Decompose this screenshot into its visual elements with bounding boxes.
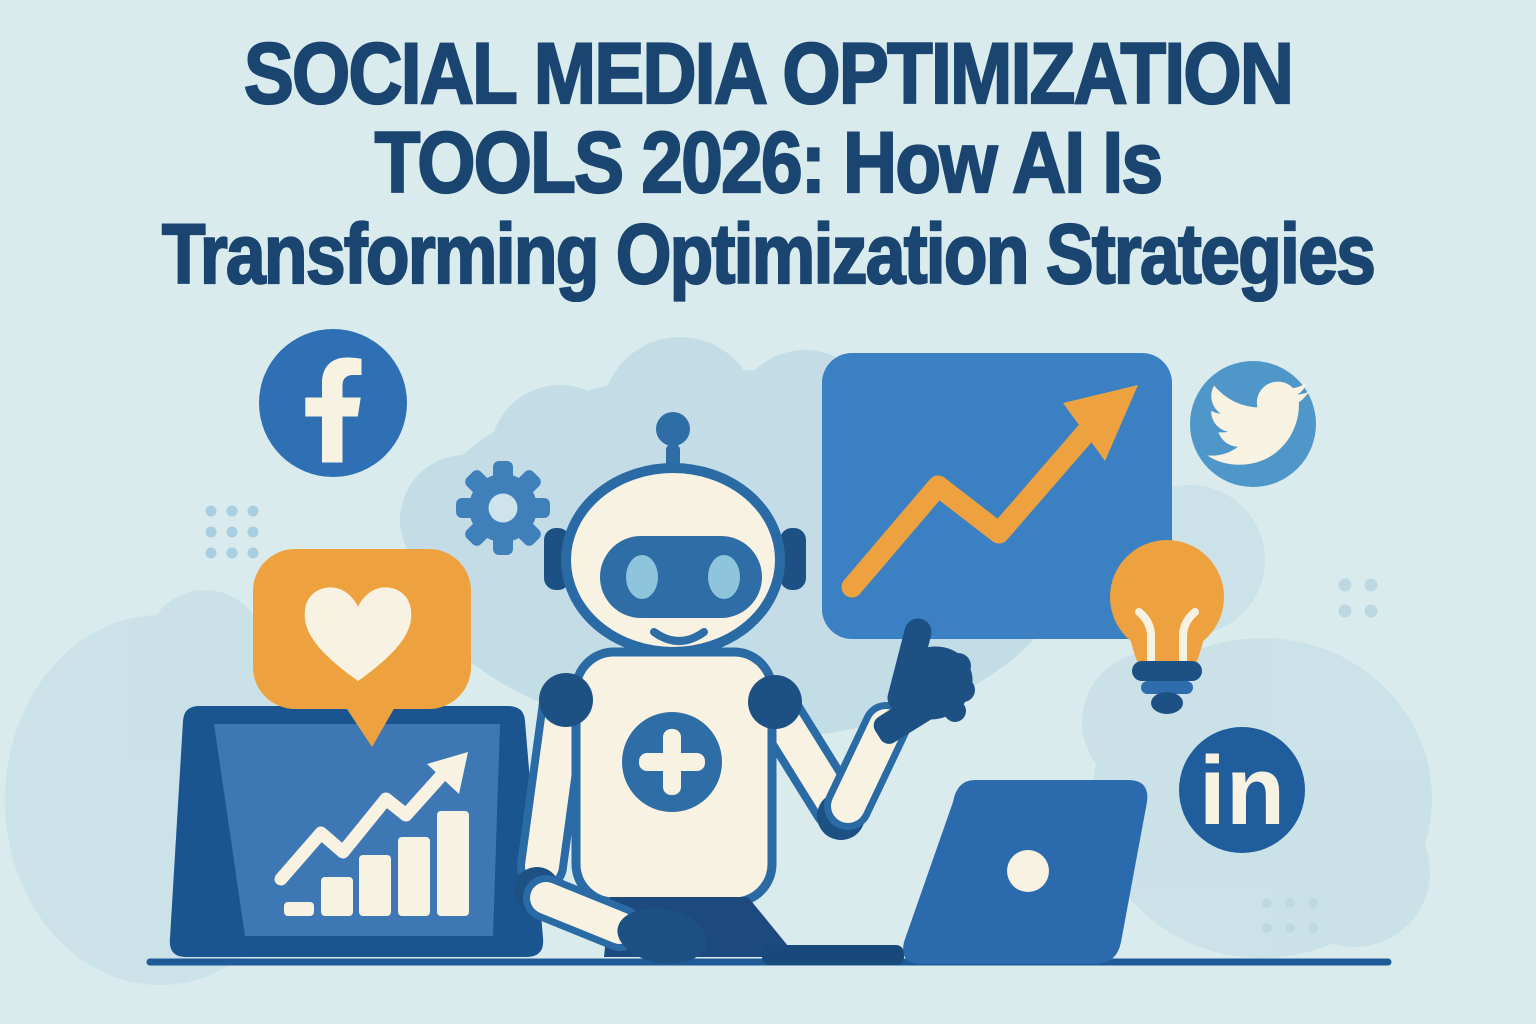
page-title: SOCIAL MEDIA OPTIMIZATION TOOLS 2026: Ho… [0,26,1536,301]
linkedin-glyph: in [1199,736,1285,845]
linkedin-icon: in [1179,727,1305,853]
bar-chart-icon [284,811,469,916]
robot-hand-left [617,908,707,964]
growth-arrow-icon [841,417,1101,598]
heart-like-bubble [253,549,471,747]
laptop-bar-chart [169,706,544,957]
dot-grid-right [1338,578,1378,618]
robot-index-finger [887,618,932,712]
laptop-icon [762,780,1148,965]
robot-ear-right [780,528,806,590]
twitter-icon [1190,361,1316,487]
dot-grid-bottom-right [1262,898,1318,933]
title-line-2: TOOLS 2026: How AI Is [374,115,1164,211]
growth-chart-panel [822,353,1172,639]
heart-icon [304,587,412,681]
robot-eye-left [626,555,658,599]
robot-eye-right [708,555,740,599]
robot-shoulder-right [748,675,802,729]
title-line-1: SOCIAL MEDIA OPTIMIZATION [243,26,1295,122]
lightbulb-icon [1110,540,1224,714]
title-line-3: Transforming Optimization Strategies [161,207,1377,301]
dot-grid-left [205,505,259,559]
ai-robot-mascot [514,412,975,964]
laptop-logo-dot [1007,850,1049,892]
facebook-icon [259,329,407,477]
robot-shoulder-left [539,673,593,727]
robot-hand-pointing [887,618,975,722]
robot-smile [650,628,708,645]
gear-icon [456,461,550,555]
